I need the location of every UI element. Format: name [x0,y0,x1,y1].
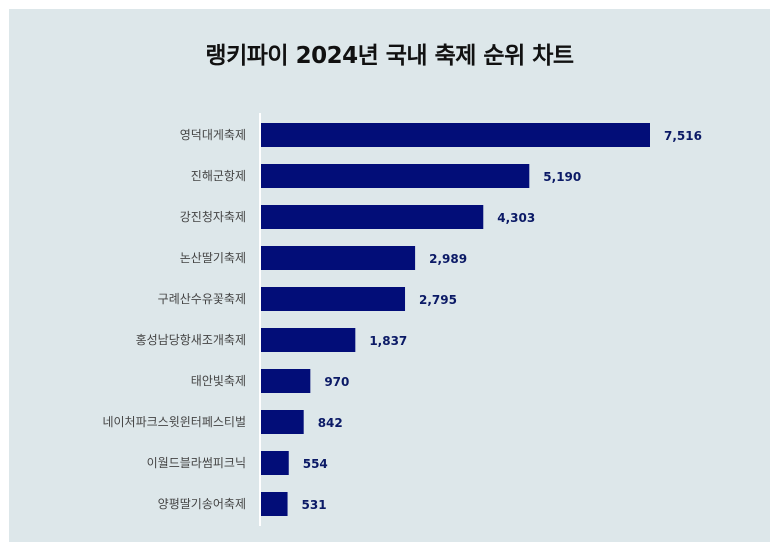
category-label: 양평딸기송어축제 [158,497,246,511]
chart-title: 랭키파이 2024년 국내 축제 순위 차트 [205,43,574,69]
category-label: 논산딸기축제 [180,251,246,265]
value-label: 2,795 [419,293,457,307]
value-label: 7,516 [664,129,702,143]
category-label: 홍성남당항새조개축제 [136,333,246,347]
category-label: 이월드블라썸피크닉 [147,456,246,470]
category-label: 강진청자축제 [180,210,246,224]
bar-2 [260,164,530,188]
category-label: 구례산수유꽃축제 [158,292,246,306]
category-label: 진해군항제 [191,169,246,183]
category-label: 태안빛축제 [191,374,246,388]
value-label: 1,837 [369,334,407,348]
value-label: 531 [302,498,327,512]
value-label: 842 [318,416,343,430]
value-label: 970 [324,375,349,389]
bar-5 [260,287,406,311]
bar-3 [260,205,484,229]
bar-8 [260,410,304,434]
value-label: 554 [303,457,328,471]
value-label: 5,190 [543,170,581,184]
bar-6 [260,328,356,352]
value-label: 4,303 [497,211,535,225]
bar-4 [260,246,416,270]
bar-7 [260,369,311,393]
value-label: 2,989 [429,252,467,266]
category-label: 네이처파크스윗윈터페스티벌 [102,414,246,429]
bar-10 [260,492,288,516]
category-label: 영덕대게축제 [180,128,246,142]
bar-1 [260,123,650,147]
chart-background [9,9,770,542]
bar-9 [260,451,289,475]
